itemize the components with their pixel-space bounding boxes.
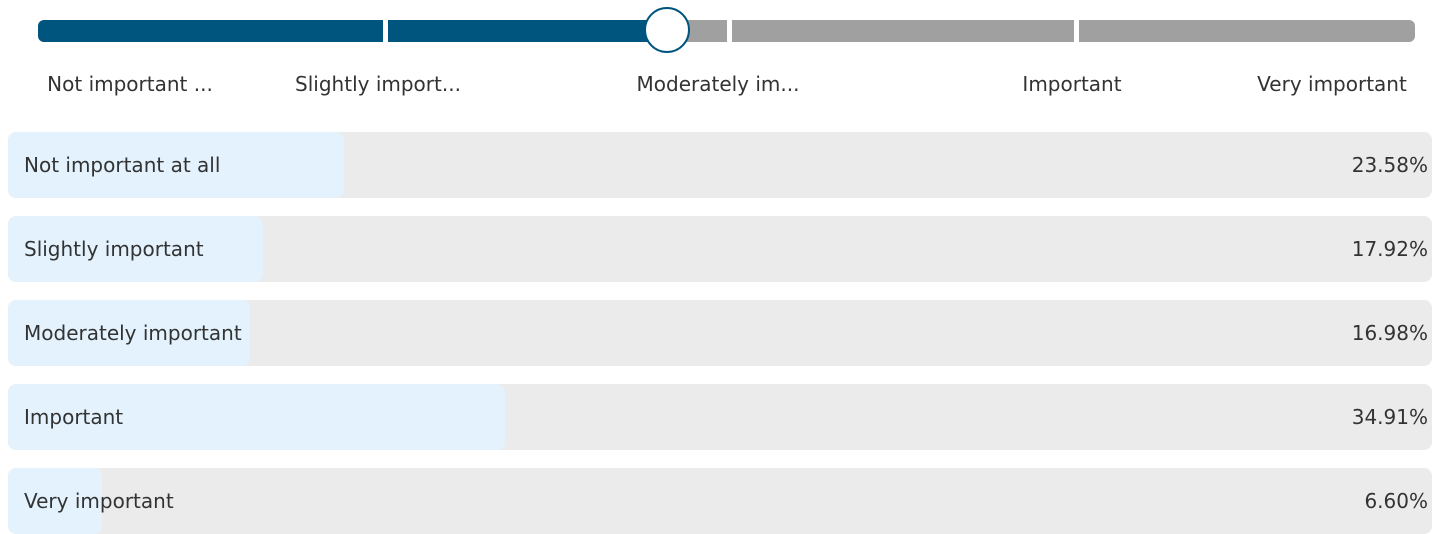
result-row: Very important 6.60% xyxy=(8,468,1432,534)
result-label: Very important xyxy=(24,489,174,513)
slider-label: Slightly import... xyxy=(295,72,461,96)
slider-label: Very important xyxy=(1257,72,1407,96)
result-label: Slightly important xyxy=(24,237,204,261)
track xyxy=(732,20,1074,42)
track xyxy=(1079,20,1415,42)
result-bar xyxy=(8,468,102,534)
result-label: Important xyxy=(24,405,124,429)
result-bar xyxy=(8,132,344,198)
track-filled xyxy=(388,20,668,42)
slider-label: Important xyxy=(1022,72,1122,96)
result-row: Slightly important 17.92% xyxy=(8,216,1432,282)
result-value: 34.91% xyxy=(1351,405,1428,429)
result-value: 6.60% xyxy=(1364,489,1428,513)
result-value: 16.98% xyxy=(1351,321,1428,345)
result-row: Not important at all 23.58% xyxy=(8,132,1432,198)
result-row: Moderately important 16.98% xyxy=(8,300,1432,366)
result-value: 17.92% xyxy=(1351,237,1428,261)
track-filled xyxy=(38,20,383,42)
result-label: Not important at all xyxy=(24,153,221,177)
slider-knob[interactable] xyxy=(644,7,690,53)
slider-label: Moderately im... xyxy=(636,72,800,96)
result-label: Moderately important xyxy=(24,321,242,345)
slider-label: Not important ... xyxy=(47,72,213,96)
result-row: Important 34.91% xyxy=(8,384,1432,450)
result-bar xyxy=(8,216,264,282)
result-bar xyxy=(8,300,250,366)
result-bar xyxy=(8,384,506,450)
result-value: 23.58% xyxy=(1351,153,1428,177)
